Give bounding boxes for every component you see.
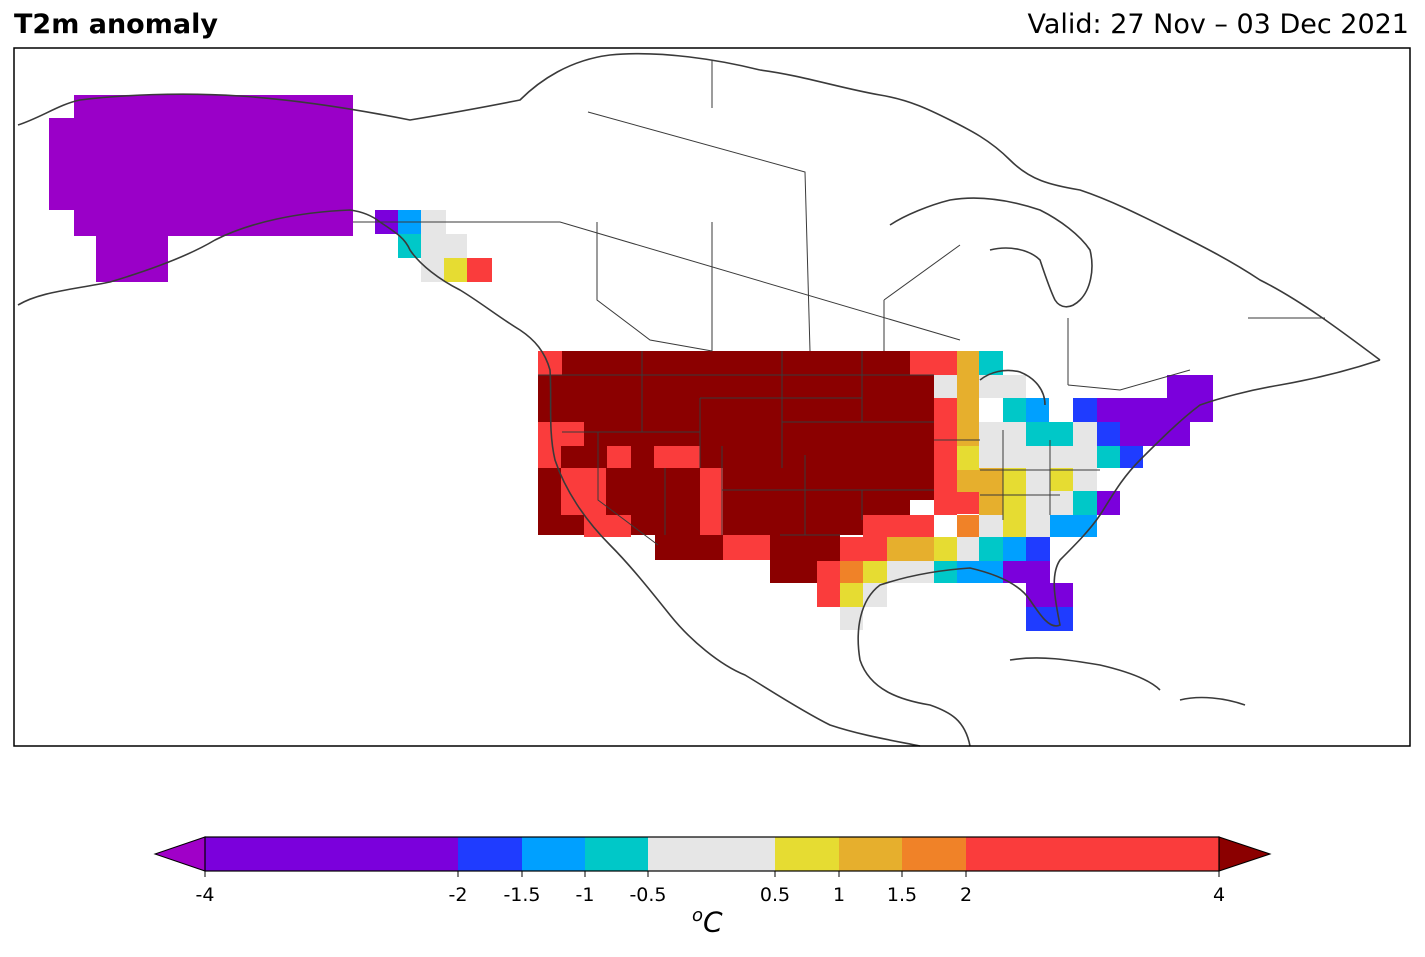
coastlines <box>17 52 1381 747</box>
colorbar-frame <box>204 836 1220 872</box>
colorbar-bin <box>205 837 458 871</box>
colorbar-bin <box>966 837 1219 871</box>
colorbar-extend-over <box>1218 836 1272 872</box>
colorbar-tick-label: -1.5 <box>503 884 540 906</box>
colorbar-tick-label: 1.5 <box>887 884 917 906</box>
colorbar-tick-label: 0.5 <box>760 884 790 906</box>
colorbar-bin <box>775 837 839 871</box>
colorbar-bin <box>902 837 966 871</box>
borders <box>353 60 1325 546</box>
colorbar-tick-label: 4 <box>1213 884 1225 906</box>
map-title: T2m anomaly <box>14 9 218 40</box>
colorbar-tick-label: -1 <box>576 884 595 906</box>
colorbar-tick-label: 1 <box>833 884 845 906</box>
colorbar-bin <box>458 837 522 871</box>
colorbar-bin <box>585 837 648 871</box>
colorbar-extend-under <box>153 836 206 872</box>
colorbar-tick-label: -4 <box>196 884 215 906</box>
colorbar-bin <box>648 837 775 871</box>
colorbar-bin <box>522 837 585 871</box>
colorbar-tick-label: 2 <box>960 884 972 906</box>
colorbar-tick-label: -0.5 <box>629 884 666 906</box>
map-frame <box>13 47 1411 747</box>
valid-date: Valid: 27 Nov – 03 Dec 2021 <box>1027 9 1409 40</box>
colorbar-bin <box>839 837 902 871</box>
colorbar-units: oC <box>692 905 723 939</box>
colorbar-tick-label: -2 <box>449 884 468 906</box>
